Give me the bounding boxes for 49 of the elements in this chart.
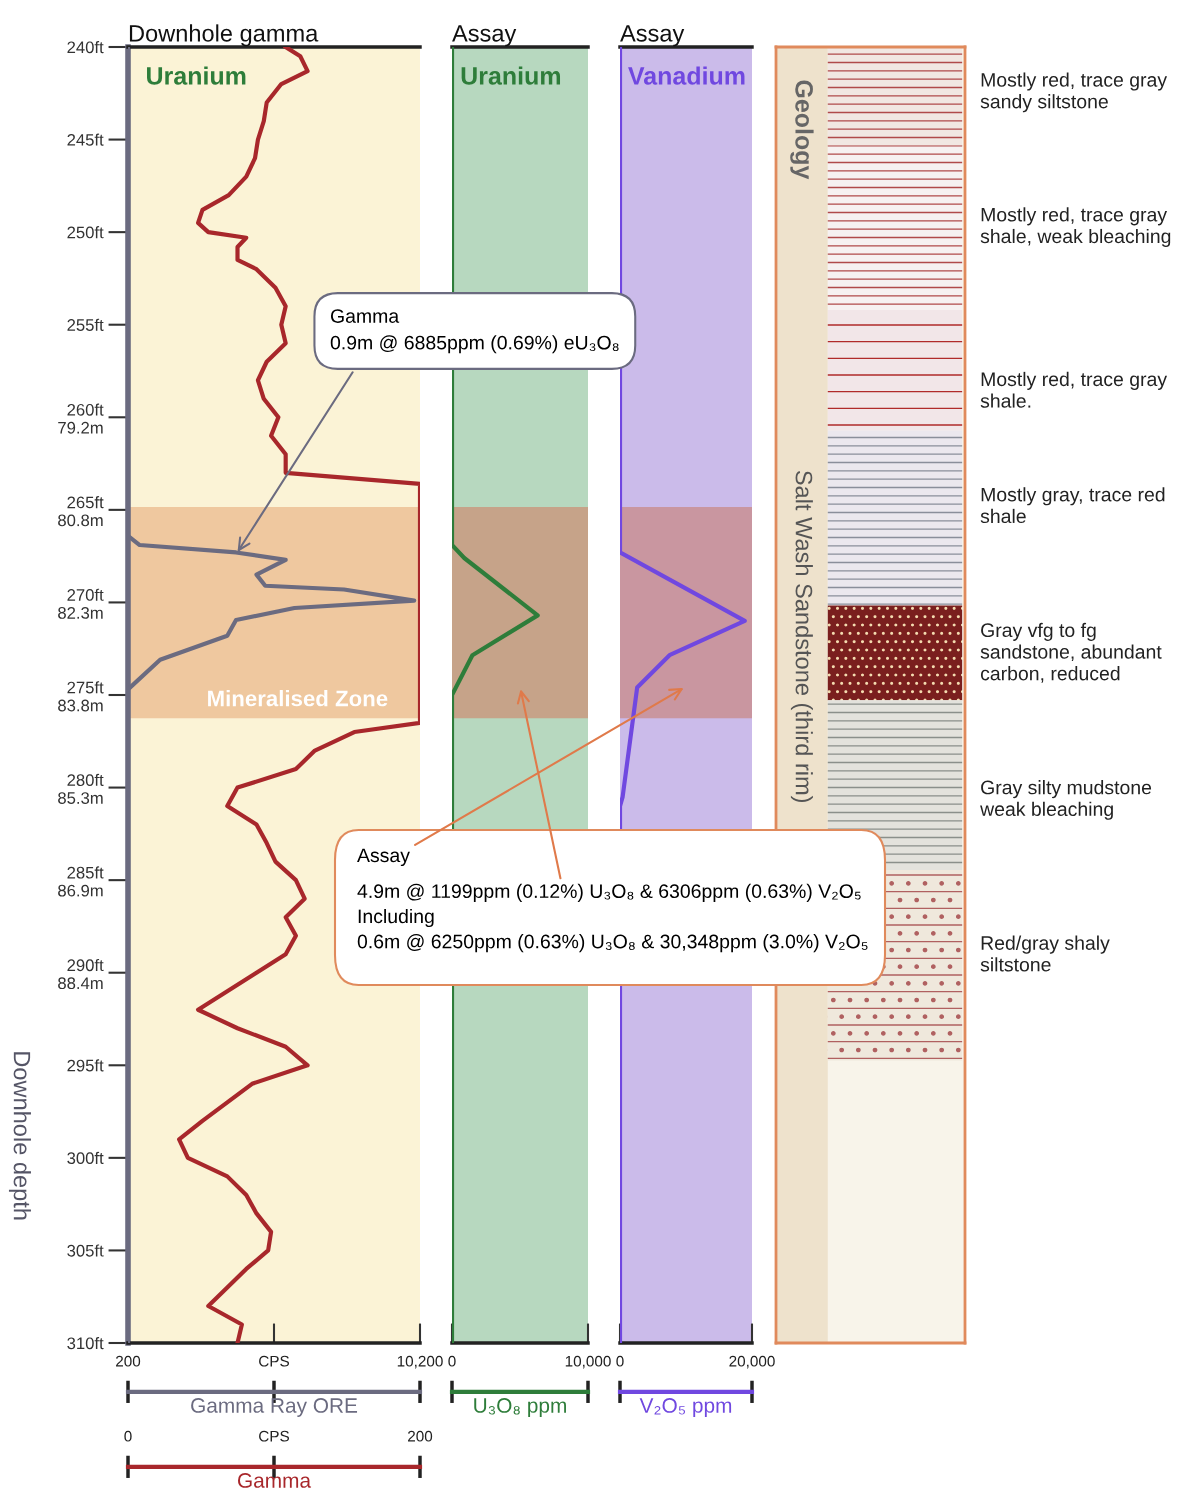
- text: Mostly red, trace gray shale, weak bleaching: [980, 207, 1171, 248]
- text: Red/gray shaly siltstone: [980, 935, 1110, 972]
- annotation: 4.9m @ 1199ppm (0.12%) U₃O₈ & 6306ppm (0.63%) V₂O₅ Including 0.6m @ 6250ppm (0.63%) U₃O₈ & 30,348ppm (3.0%) V₂O₅: [357, 883, 868, 953]
- y-tick-label: 245ft: [67, 133, 104, 146]
- y-tick-label: 270ft 82.3m: [58, 588, 104, 619]
- y-tick-label: 285ft 86.9m: [58, 866, 104, 897]
- text: Gray vfg to fg sandstone, abundant carbon, reduced: [980, 622, 1162, 683]
- x-tick-label: 200: [116, 1355, 141, 1367]
- y-tick-label: 290ft 88.4m: [58, 958, 104, 990]
- x-axis-title: V₂O₅ ppm: [639, 1398, 732, 1417]
- y-tick-label: 310ft: [67, 1336, 104, 1350]
- text: Mostly gray, trace red shale: [980, 487, 1165, 524]
- x-tick-label: 20,000: [729, 1355, 775, 1369]
- chart-title: Downhole gamma: [129, 24, 319, 47]
- chart-title: Assay: [452, 25, 517, 47]
- x2-axis-title: Gamma: [238, 1473, 312, 1488]
- y-tick-label: 300ft: [67, 1151, 104, 1165]
- y-tick-label: 255ft: [67, 318, 104, 331]
- y-tick-label: 305ft: [67, 1244, 104, 1257]
- text: Uranium: [147, 66, 246, 85]
- text: Mostly red, trace gray shale.: [980, 371, 1168, 408]
- y-tick-label: 240ft: [67, 40, 104, 54]
- annotation: Assay: [357, 848, 410, 867]
- y-tick-label: 275ft 83.8m: [58, 681, 104, 712]
- x-axis-title: U₃O₈ ppm: [474, 1398, 566, 1417]
- x-tick-label: 10,200: [397, 1355, 443, 1369]
- y-tick-label: 295ft: [67, 1059, 104, 1072]
- y-axis-title: Downhole depth: [8, 1052, 31, 1220]
- annotation: Gamma 0.9m @ 6885ppm (0.69%) eU₃O₈: [330, 309, 619, 354]
- y-tick-label: 265ft 80.8m: [58, 496, 104, 527]
- x-tick-label: 0: [616, 1355, 624, 1367]
- x-tick-label: CPS: [259, 1355, 289, 1367]
- text: Salt Wash Sandstone (third rim): [790, 470, 813, 803]
- x-tick-label: 0: [448, 1355, 456, 1367]
- text: Geology: [790, 80, 814, 180]
- x2-tick-label: CPS: [259, 1430, 289, 1442]
- text: Mostly red, trace gray sandy siltstone: [980, 72, 1168, 113]
- x2-tick-label: 200: [408, 1430, 433, 1442]
- x-tick-label: 10,000: [565, 1355, 611, 1369]
- text: Uranium: [461, 66, 561, 85]
- x2-tick-label: 0: [124, 1430, 132, 1442]
- y-tick-label: 250ft: [67, 226, 104, 239]
- y-tick-label: 280ft 85.3m: [58, 773, 104, 804]
- band-label: Mineralised Zone: [208, 690, 388, 707]
- text: Vanadium: [628, 66, 745, 85]
- chart-title: Assay: [620, 25, 685, 47]
- y-tick-label: 260ft 79.2m: [58, 403, 104, 434]
- text: Gray silty mudstone weak bleaching: [980, 780, 1152, 820]
- x-axis-title: Gamma Ray ORE: [191, 1398, 358, 1417]
